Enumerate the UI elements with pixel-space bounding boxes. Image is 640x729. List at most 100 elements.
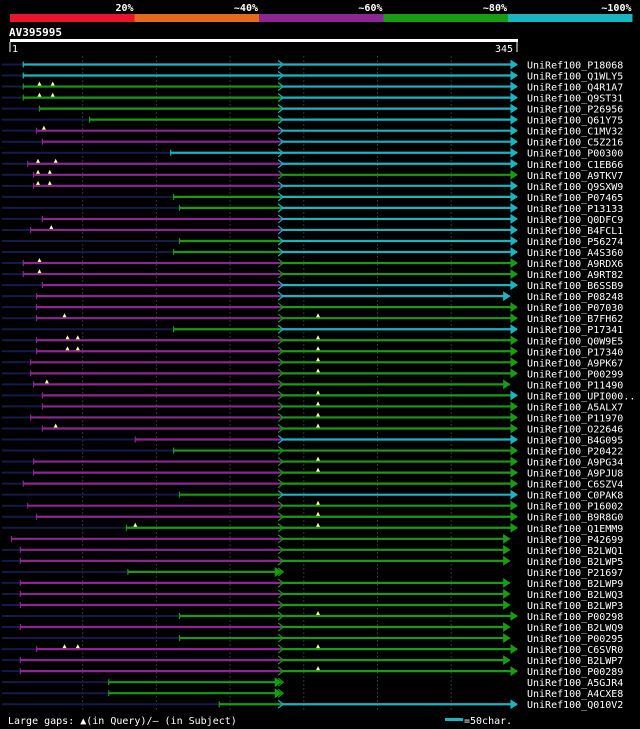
hit-end-arrow [510,644,518,655]
hit-label: UniRef100_Q9ST31 [527,94,623,105]
query-gap-marker-icon [65,335,70,340]
hit-boundary-mark [277,137,285,147]
hit-end-arrow [503,533,511,544]
hit-boundary-mark [277,335,285,345]
scale-bar [445,718,463,721]
query-gap-marker-icon [316,313,321,318]
hit-label: UniRef100_Q0W9E5 [527,336,623,347]
hit-end-arrow [510,147,518,158]
hit-row: UniRef100_Q61Y75 [2,114,623,127]
hit-label: UniRef100_P11970 [527,413,623,424]
hit-label: UniRef100_B2LWP5 [527,557,623,568]
hit-label: UniRef100_C0PAK8 [527,491,623,502]
hit-boundary-mark [277,567,285,577]
hit-boundary-mark [277,313,285,323]
query-gap-marker-icon [316,346,321,351]
hit-end-arrow [510,236,518,246]
hit-boundary-mark [277,214,285,224]
hit-boundary-mark [277,302,285,312]
hit-label: UniRef100_C6SVR0 [527,645,623,656]
hit-row: UniRef100_C0PAK8 [2,489,623,502]
hit-boundary-mark [277,93,285,103]
hit-boundary-mark [277,633,285,643]
hit-row: UniRef100_P13133 [2,202,623,215]
hit-label: UniRef100_P56274 [527,237,623,248]
query-gap-marker-icon [316,644,321,649]
hit-row: UniRef100_B7FH62 [2,313,623,325]
hit-boundary-mark [277,192,285,202]
query-gap-marker-icon [37,258,42,263]
hit-row: UniRef100_A4S360 [2,247,623,259]
hit-boundary-mark [277,512,285,522]
hit-end-arrow [510,699,518,710]
hit-label: UniRef100_B6SSB9 [527,281,623,292]
query-gap-marker-icon [49,224,54,229]
hit-label: UniRef100_P20422 [527,447,623,458]
hit-label: UniRef100_P18068 [527,61,623,72]
query-gap-marker-icon [316,412,321,417]
hit-end-arrow [503,622,511,632]
query-gap-marker-icon [50,81,55,86]
hit-row: UniRef100_P08248 [2,291,623,303]
hit-end-arrow [503,655,511,666]
hit-end-arrow [510,92,518,103]
hit-row: UniRef100_O22646 [2,423,623,435]
hit-label: UniRef100_B4FCL1 [527,226,623,237]
hit-label: UniRef100_C1MV32 [527,127,623,138]
hit-label: UniRef100_A9PG34 [527,458,623,469]
query-gap-marker-icon [41,125,46,130]
hit-boundary-mark [277,545,285,555]
hit-label: UniRef100_P00299 [527,369,623,380]
query-gap-marker-icon [62,644,67,649]
query-gap-marker-icon [75,335,80,340]
query-end-label: 345 [495,44,513,55]
hit-end-arrow [510,302,518,313]
hit-row: UniRef100_A9PJU8 [2,467,623,480]
hit-end-arrow [510,346,518,357]
hit-label: UniRef100_B2LWP3 [527,601,623,612]
hit-row: UniRef100_P17341 [2,324,623,336]
hit-row: UniRef100_C6SVR0 [2,644,623,656]
hit-label: UniRef100_Q4R1A7 [527,83,623,94]
hit-row: UniRef100_B2LWP3 [2,600,623,612]
legend-label-1: 20% [115,3,133,14]
legend-label-2: ~40% [234,3,258,14]
hit-row: UniRef100_P07465 [2,191,623,204]
hit-row: UniRef100_P00299 [2,368,623,380]
query-ruler: 1 345 [9,39,518,55]
hit-end-arrow [510,59,518,70]
hit-label: UniRef100_P00298 [527,612,623,623]
hit-boundary-mark [277,104,285,114]
hit-row: UniRef100_UPI000.. [2,390,635,402]
hit-label: UniRef100_P00295 [527,634,623,645]
hit-end-arrow [503,544,511,555]
hit-row: UniRef100_A5GJR4 [2,677,623,689]
hit-boundary-mark [277,523,285,533]
query-gap-marker-icon [37,269,42,274]
hit-row: UniRef100_P07030 [2,302,623,314]
hit-end-arrow [510,280,518,291]
query-gap-marker-icon [316,467,321,472]
hit-end-arrow [510,412,518,423]
hit-row: UniRef100_Q4R1A7 [2,81,623,94]
query-gap-marker-icon [50,92,55,97]
hit-end-arrow [510,180,518,191]
hit-row: UniRef100_B2LWP5 [2,555,623,568]
hit-boundary-mark [277,655,285,665]
hit-end-arrow [510,324,518,335]
hit-end-arrow [503,291,511,302]
hit-row: UniRef100_P11970 [2,412,623,424]
hit-label: UniRef100_P07030 [527,303,623,314]
hit-row: UniRef100_P56274 [2,236,623,248]
hit-end-arrow [510,445,518,456]
hit-row: UniRef100_B2LWP9 [2,577,623,590]
hit-end-arrow [503,589,511,599]
query-gap-marker-icon [44,379,49,384]
hit-end-arrow [510,335,518,346]
query-gap-marker-icon [316,666,321,671]
hit-label: UniRef100_B7FH62 [527,314,623,325]
hit-boundary-mark [277,247,285,257]
hit-end-arrow [510,401,518,412]
query-name: AV395995 [9,26,62,39]
